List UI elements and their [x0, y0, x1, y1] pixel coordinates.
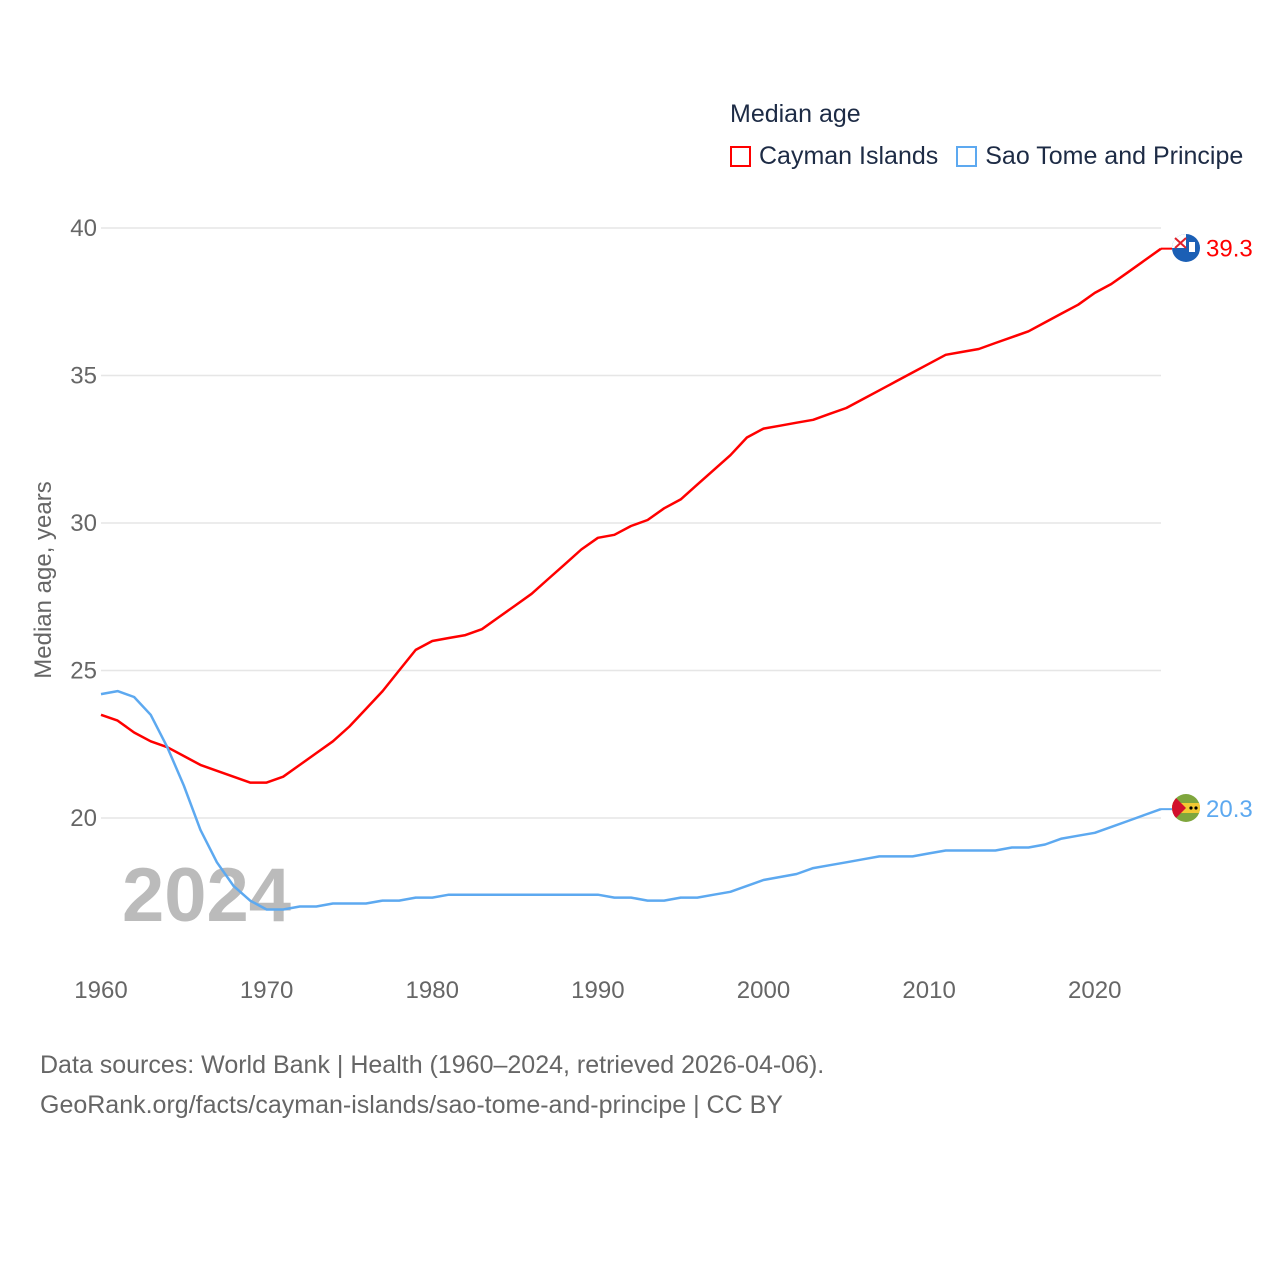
- legend-label: Sao Tome and Principe: [985, 142, 1244, 170]
- legend-swatch: [730, 146, 751, 167]
- series-line-cayman-islands: [100, 247, 1162, 784]
- legend-swatch: [956, 146, 978, 167]
- x-tick-label: 1990: [571, 977, 624, 1004]
- source-line: Data sources: World Bank | Health (1960–…: [40, 1051, 825, 1079]
- year-watermark: 2024: [122, 853, 291, 938]
- x-tick-label: 1960: [74, 977, 127, 1004]
- y-tick-label: 35: [70, 363, 97, 390]
- y-tick-label: 40: [70, 215, 97, 242]
- end-value-label: 39.3: [1206, 236, 1253, 263]
- series-line-sao-tome-and-principe: [100, 689, 1162, 911]
- legend-item-cayman[interactable]: Cayman Islands: [730, 142, 938, 171]
- x-tick-label: 2010: [902, 977, 955, 1004]
- source-note: Data sources: World Bank | Health (1960–…: [40, 1045, 824, 1125]
- legend-title: Median age: [730, 100, 861, 128]
- x-tick-label: 2020: [1068, 977, 1121, 1004]
- y-axis-label: Median age, years: [30, 481, 57, 678]
- legend-label: Cayman Islands: [759, 142, 939, 170]
- legend: Cayman Islands Sao Tome and Principe: [730, 142, 1261, 171]
- source-url[interactable]: GeoRank.org/facts/cayman-islands/sao-tom…: [40, 1091, 783, 1119]
- sao-tome-flag-icon: [1172, 794, 1200, 822]
- y-tick-label: 30: [70, 510, 97, 537]
- legend-item-sao-tome[interactable]: Sao Tome and Principe: [956, 142, 1243, 171]
- y-tick-label: 25: [70, 658, 97, 685]
- x-tick-label: 1970: [240, 977, 293, 1004]
- x-tick-label: 2000: [737, 977, 790, 1004]
- end-value-label: 20.3: [1206, 796, 1253, 823]
- x-tick-label: 1980: [406, 977, 459, 1004]
- cayman-flag-icon: [1172, 234, 1200, 262]
- y-tick-label: 20: [70, 805, 97, 832]
